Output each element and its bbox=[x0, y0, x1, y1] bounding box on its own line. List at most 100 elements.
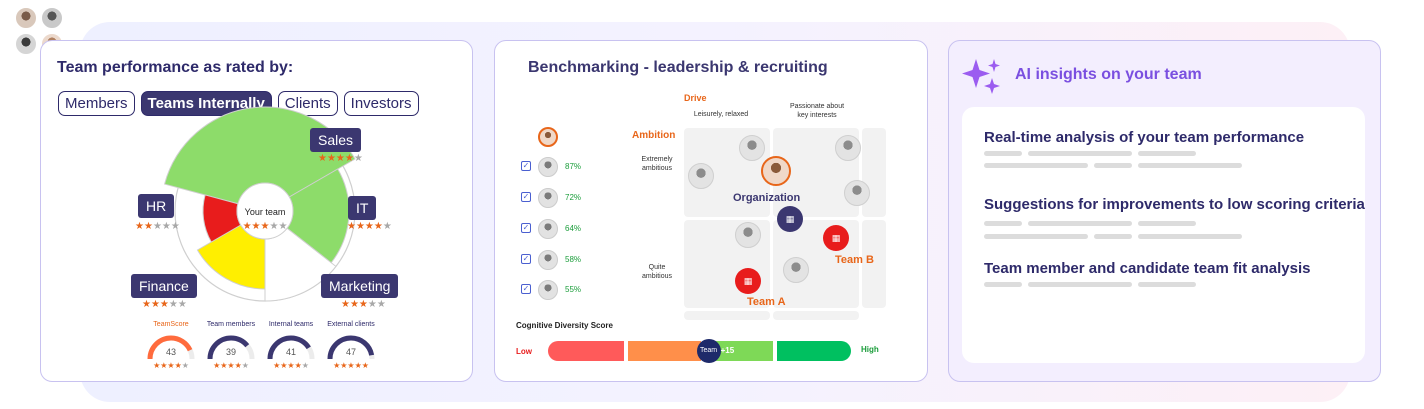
gauge-arc bbox=[267, 335, 315, 360]
grid-cell bbox=[684, 311, 770, 320]
ambition-high-label: Extremely ambitious bbox=[641, 156, 673, 172]
insights-card: Real-time analysis of your team performa… bbox=[962, 107, 1365, 363]
gauge-stars: ★★★★★ bbox=[333, 361, 369, 370]
avatar bbox=[40, 6, 64, 30]
checkbox[interactable]: ✓ bbox=[521, 192, 531, 202]
segment-stars-sales: ★★★★★ bbox=[318, 153, 363, 164]
panel-title: Benchmarking - leadership & recruiting bbox=[528, 59, 828, 76]
drive-high-label: Passionate about key interests bbox=[789, 103, 845, 119]
match-percent: 64% bbox=[565, 224, 582, 233]
cds-marker-dot: Team bbox=[696, 339, 721, 363]
checkbox[interactable]: ✓ bbox=[521, 223, 531, 233]
pie-center bbox=[236, 182, 294, 240]
segment-stars-it: ★★★★★ bbox=[347, 221, 392, 232]
center-stars: ★★★★★ bbox=[242, 221, 288, 232]
segment-label-marketing: Marketing bbox=[321, 274, 399, 298]
cds-low-label: Low bbox=[516, 347, 532, 356]
placeholder-line bbox=[1094, 163, 1132, 168]
match-percent: 87% bbox=[565, 162, 582, 171]
segment-stars-hr: ★★★★★ bbox=[135, 221, 180, 232]
gauge-stars: ★★★★★ bbox=[273, 361, 309, 370]
gauge-arc bbox=[147, 335, 195, 360]
checkbox[interactable]: ✓ bbox=[521, 161, 531, 171]
candidate-avatar bbox=[538, 188, 558, 208]
grid-cell bbox=[862, 128, 886, 217]
candidate-avatar bbox=[538, 157, 558, 177]
member-avatar[interactable] bbox=[835, 135, 861, 161]
match-percent: 58% bbox=[565, 255, 582, 264]
segment-label-finance: Finance bbox=[131, 274, 197, 298]
placeholder-line bbox=[1028, 151, 1132, 156]
cds-bar-segment bbox=[628, 341, 701, 361]
checkbox[interactable]: ✓ bbox=[521, 284, 531, 294]
highlighted-member-avatar[interactable] bbox=[761, 156, 791, 186]
team-a-marker-icon[interactable]: ▦ bbox=[735, 268, 761, 294]
gauge-teamscore: TeamScore 43 ★★★★★ bbox=[141, 321, 201, 370]
grid-cell bbox=[862, 220, 886, 308]
insight-item[interactable]: Suggestions for improvements to low scor… bbox=[984, 196, 1365, 213]
gauge-title: Internal teams bbox=[268, 321, 314, 328]
member-avatar[interactable] bbox=[688, 163, 714, 189]
member-avatar[interactable] bbox=[844, 180, 870, 206]
placeholder-line bbox=[1028, 221, 1132, 226]
gauge-value: 47 bbox=[345, 347, 356, 357]
placeholder-line bbox=[984, 282, 1022, 287]
team-a-label: Team A bbox=[747, 296, 786, 308]
placeholder-line bbox=[1138, 151, 1196, 156]
segment-stars-finance: ★★★★★ bbox=[142, 299, 187, 310]
tab-members[interactable]: Members bbox=[58, 91, 135, 116]
center-label: Your team bbox=[244, 207, 286, 217]
avatar bbox=[14, 32, 38, 56]
ai-insights-panel: AI insights on your team Real-time analy… bbox=[948, 40, 1381, 382]
avatar bbox=[14, 6, 38, 30]
team-b-label: Team B bbox=[835, 254, 874, 266]
candidate-avatar bbox=[538, 280, 558, 300]
selected-candidate-avatar[interactable] bbox=[538, 127, 558, 147]
gauge-stars: ★★★★★ bbox=[153, 361, 189, 370]
rater-tabs: Members Teams Internally Clients Investo… bbox=[58, 91, 419, 116]
placeholder-line bbox=[984, 151, 1022, 156]
ambition-axis-label: Ambition bbox=[632, 130, 676, 141]
team-b-marker-icon[interactable]: ▦ bbox=[823, 225, 849, 251]
performance-pie-chart bbox=[163, 106, 356, 302]
member-avatar[interactable] bbox=[735, 222, 761, 248]
match-percent: 72% bbox=[565, 193, 582, 202]
sparkle-icon bbox=[962, 59, 1000, 94]
segment-label-hr: HR bbox=[138, 194, 175, 218]
gauge-arc bbox=[207, 335, 255, 360]
candidate-avatar bbox=[538, 250, 558, 270]
cds-title: Cognitive Diversity Score bbox=[516, 321, 613, 330]
panel-title: AI insights on your team bbox=[1015, 66, 1202, 83]
placeholder-line bbox=[1094, 234, 1132, 239]
insight-item[interactable]: Team member and candidate team fit analy… bbox=[984, 260, 1311, 277]
match-percent: 55% bbox=[565, 285, 582, 294]
placeholder-line bbox=[1138, 163, 1242, 168]
gauge-title: TeamScore bbox=[153, 321, 189, 328]
placeholder-line bbox=[984, 234, 1088, 239]
gauge-title: External clients bbox=[327, 321, 375, 328]
gauge-value: 41 bbox=[285, 347, 296, 357]
cds-high-label: High bbox=[861, 345, 879, 354]
segment-label-sales: Sales bbox=[310, 128, 362, 152]
organization-label: Organization bbox=[733, 192, 801, 204]
placeholder-line bbox=[1138, 282, 1196, 287]
tab-investors[interactable]: Investors bbox=[343, 91, 419, 116]
placeholder-line bbox=[1028, 282, 1132, 287]
checkbox[interactable]: ✓ bbox=[521, 254, 531, 264]
panel-title: Team performance as rated by: bbox=[57, 59, 294, 76]
cds-marker-value: +15 bbox=[720, 346, 735, 355]
drive-low-label: Leisurely, relaxed bbox=[693, 111, 749, 118]
organization-marker-icon[interactable]: ▦ bbox=[777, 206, 803, 232]
score-gauges: TeamScore 43 ★★★★★ Team members 39 ★★★★★… bbox=[141, 321, 401, 371]
cds-marker[interactable]: Team +15 bbox=[696, 339, 757, 363]
gauge-value: 43 bbox=[165, 347, 176, 357]
insight-item[interactable]: Real-time analysis of your team performa… bbox=[984, 129, 1305, 146]
placeholder-line bbox=[984, 221, 1022, 226]
tab-teams-internally[interactable]: Teams Internally bbox=[140, 91, 272, 116]
cds-bar-segment bbox=[548, 341, 624, 361]
placeholder-line bbox=[984, 163, 1088, 168]
cds-bar-segment bbox=[705, 341, 773, 361]
member-avatar[interactable] bbox=[783, 257, 809, 283]
gauge-title: Team members bbox=[206, 321, 256, 328]
member-avatar[interactable] bbox=[739, 135, 765, 161]
